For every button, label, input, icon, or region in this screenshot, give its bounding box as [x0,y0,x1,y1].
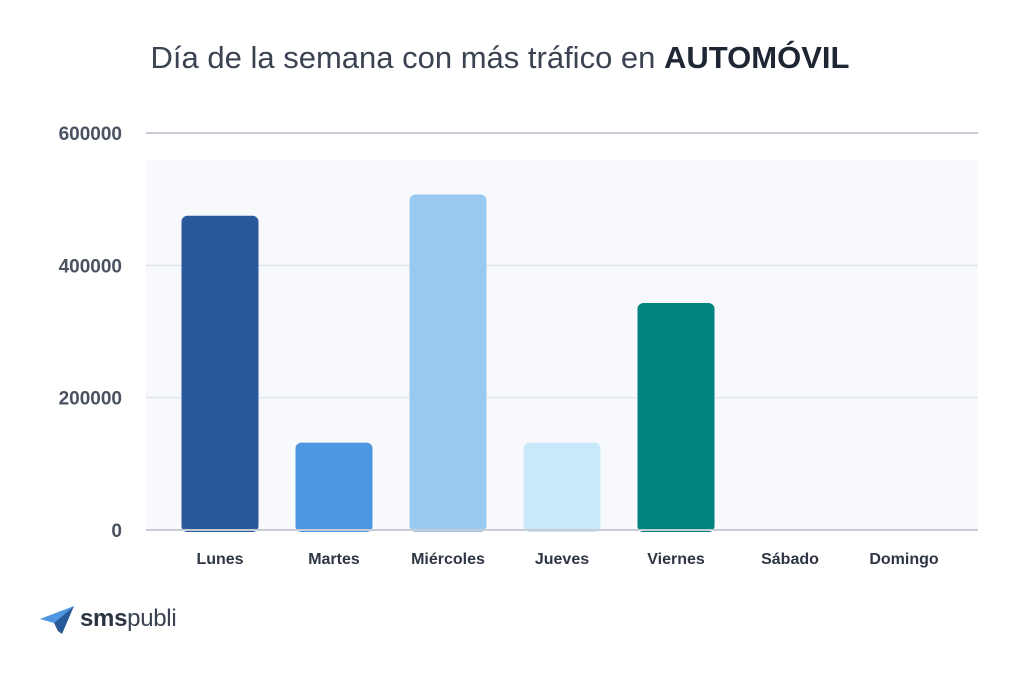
y-axis-ticks: 0 200000 400000 600000 [59,124,122,542]
bar-lunes [181,215,259,533]
logo-text-publi: publi [127,605,177,632]
y-tick-label: 600000 [59,124,122,145]
logo-text: smspubli [80,605,177,633]
x-axis-labels: Lunes Martes Miércoles Jueves Viernes Sábado D… [196,551,938,568]
bar-martes [295,442,373,532]
x-tick-label: Domingo [869,551,939,568]
x-tick-label: Sábado [761,551,819,568]
x-tick-label: Lunes [196,551,243,568]
bars [181,194,715,533]
x-tick-label: Viernes [647,551,705,568]
y-tick-label: 200000 [59,389,122,410]
y-tick-label: 400000 [59,256,122,277]
grid-lines [146,132,978,399]
bar-miércoles [409,194,487,532]
x-tick-label: Jueves [535,551,589,568]
x-tick-label: Miércoles [411,551,485,568]
bar-jueves [523,442,601,532]
smspubli-logo: smspubli [40,604,177,634]
paper-plane-icon [40,606,74,634]
y-tick-label: 0 [111,521,122,542]
bar-viernes [637,303,715,532]
x-tick-label: Martes [308,551,360,568]
chart-title: Día de la semana con más tráfico en AUTO… [0,40,1000,76]
logo-text-sms: sms [80,605,128,632]
chart-title-bold: AUTOMÓVIL [664,40,850,75]
chart-title-main: Día de la semana con más tráfico en [150,40,665,75]
